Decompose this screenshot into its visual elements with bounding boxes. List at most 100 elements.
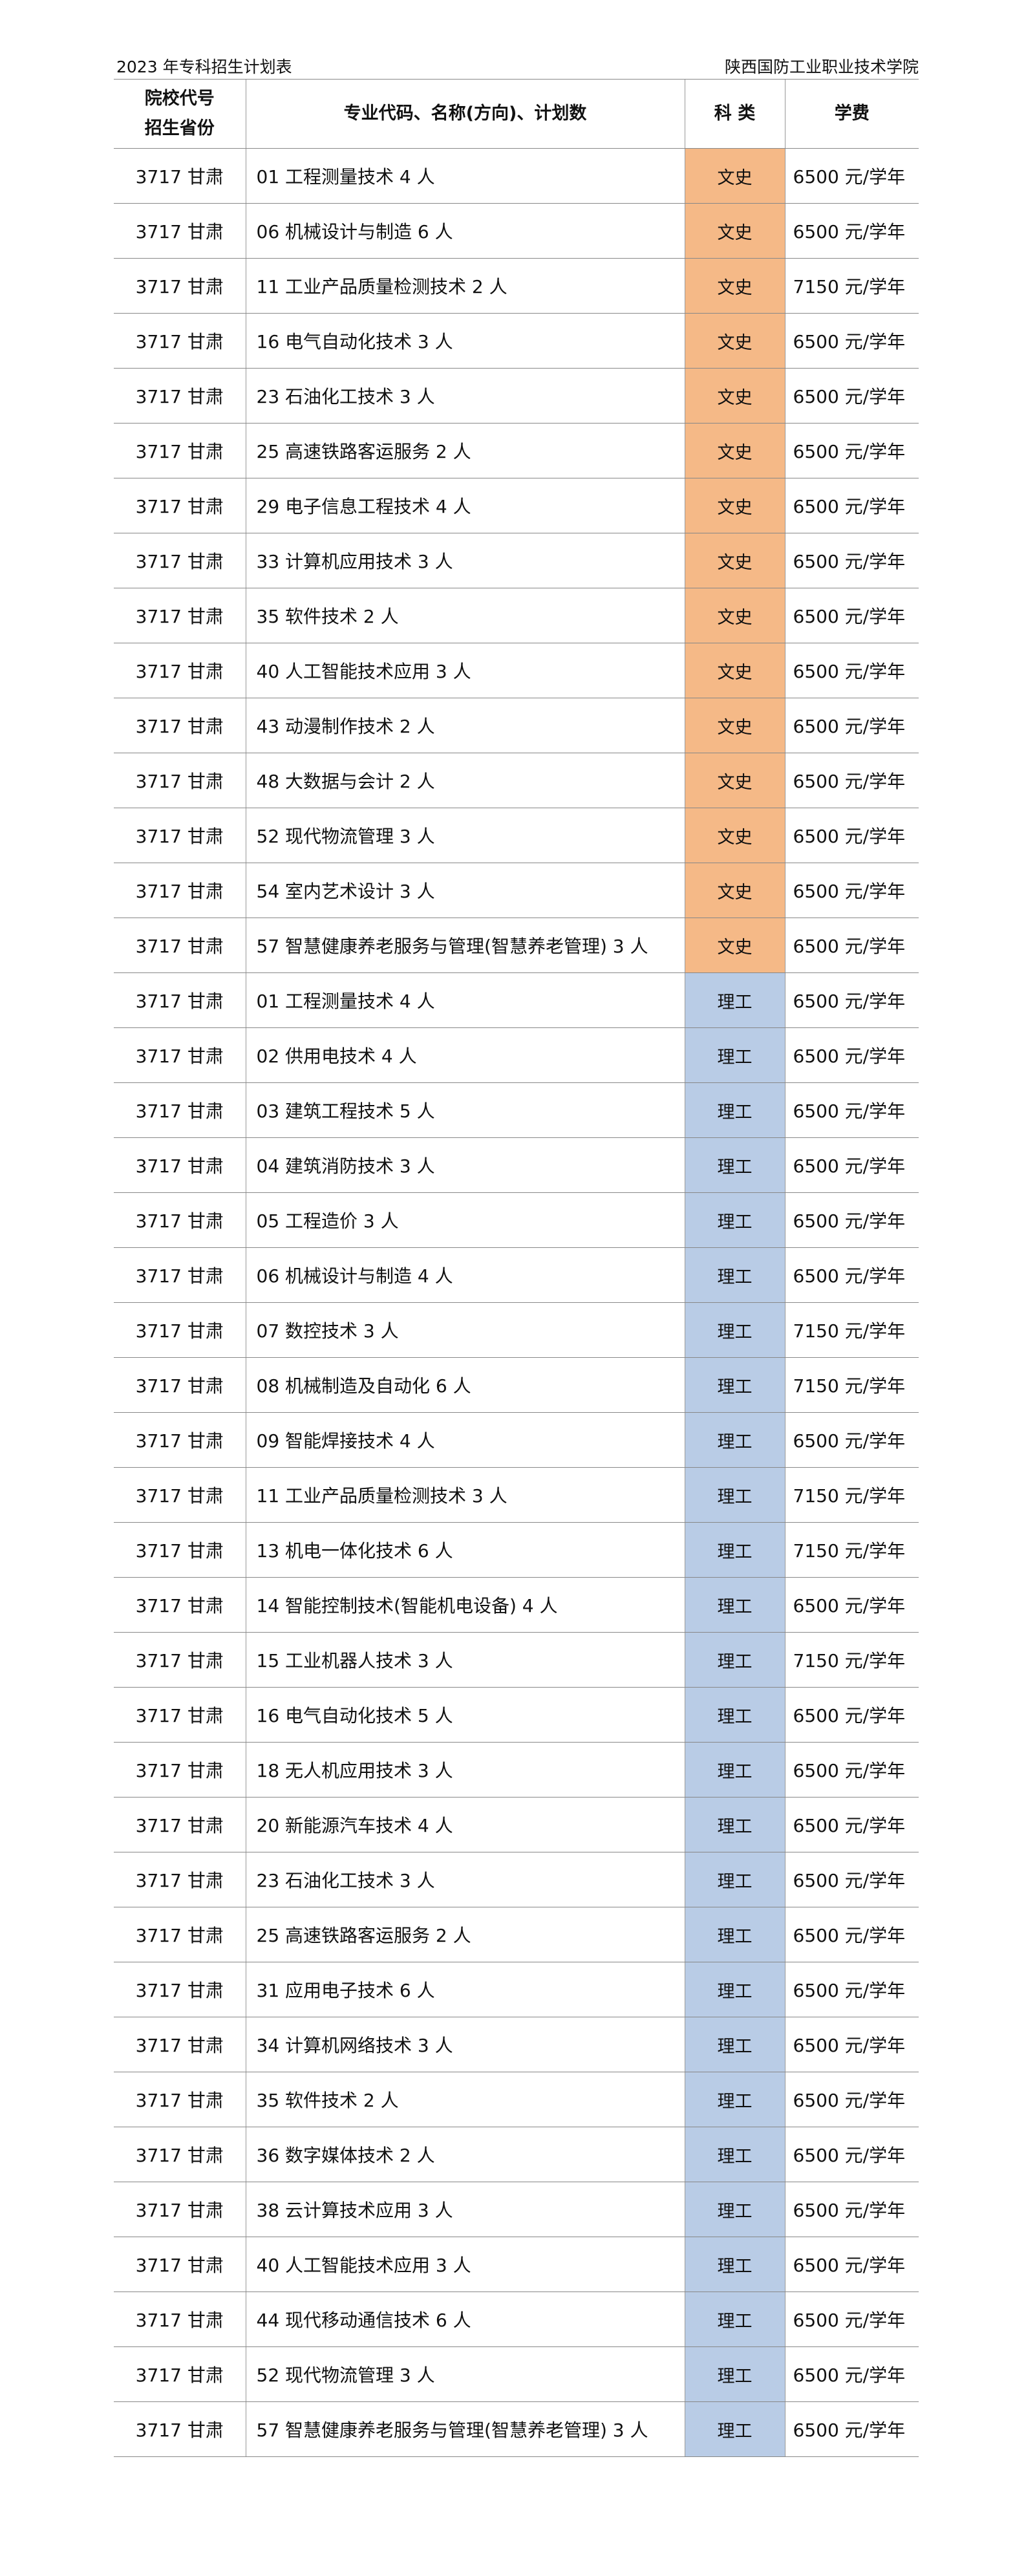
tuition: 7150 元/学年 [784,258,919,314]
tuition: 6500 元/学年 [784,368,919,424]
province-code: 3717 甘肃 [114,1687,246,1743]
province-code: 3717 甘肃 [114,972,246,1028]
table-row: 3717 甘肃 23 石油化工技术 3 人理工 6500 元/学年 [114,1852,919,1907]
category: 理工 [684,1742,785,1798]
major: 57 智慧健康养老服务与管理(智慧养老管理) 3 人 [245,918,685,973]
category: 文史 [684,808,785,863]
table-row: 3717 甘肃 11 工业产品质量检测技术 2 人文史 7150 元/学年 [114,258,919,314]
table-row: 3717 甘肃 11 工业产品质量检测技术 3 人理工 7150 元/学年 [114,1467,919,1523]
major: 08 机械制造及自动化 6 人 [245,1357,685,1413]
province-code: 3717 甘肃 [114,2072,246,2127]
category: 理工 [684,1302,785,1358]
tuition: 6500 元/学年 [784,2401,919,2457]
table-row: 3717 甘肃 34 计算机网络技术 3 人理工 6500 元/学年 [114,2017,919,2072]
major: 35 软件技术 2 人 [245,588,685,643]
tuition: 6500 元/学年 [784,1962,919,2017]
province-code: 3717 甘肃 [114,698,246,753]
tuition: 6500 元/学年 [784,698,919,753]
major: 06 机械设计与制造 6 人 [245,203,685,259]
province-code: 3717 甘肃 [114,1852,246,1907]
category: 理工 [684,1632,785,1688]
category: 文史 [684,478,785,533]
category: 文史 [684,148,785,204]
major: 14 智能控制技术(智能机电设备) 4 人 [245,1577,685,1633]
table-row: 3717 甘肃 20 新能源汽车技术 4 人理工 6500 元/学年 [114,1797,919,1852]
table-row: 3717 甘肃 43 动漫制作技术 2 人文史 6500 元/学年 [114,698,919,753]
page-header: 2023 年专科招生计划表 陕西国防工业职业技术学院 [116,54,919,78]
major: 44 现代移动通信技术 6 人 [245,2292,685,2347]
tuition: 6500 元/学年 [784,203,919,259]
category: 文史 [684,203,785,259]
tuition: 6500 元/学年 [784,478,919,533]
major: 13 机电一体化技术 6 人 [245,1522,685,1578]
major: 09 智能焊接技术 4 人 [245,1412,685,1468]
province-code: 3717 甘肃 [114,148,246,204]
category: 理工 [684,1467,785,1523]
major: 48 大数据与会计 2 人 [245,753,685,808]
tuition: 6500 元/学年 [784,1742,919,1798]
major: 01 工程测量技术 4 人 [245,148,685,204]
province-code: 3717 甘肃 [114,588,246,643]
category: 理工 [684,972,785,1028]
table-row: 3717 甘肃 38 云计算技术应用 3 人理工 6500 元/学年 [114,2182,919,2237]
tuition: 6500 元/学年 [784,1797,919,1852]
major: 40 人工智能技术应用 3 人 [245,2237,685,2292]
title: 2023 年专科招生计划表 [116,58,292,76]
tuition: 6500 元/学年 [784,2237,919,2292]
table-row: 3717 甘肃 52 现代物流管理 3 人理工 6500 元/学年 [114,2346,919,2402]
table-row: 3717 甘肃 05 工程造价 3 人理工 6500 元/学年 [114,1192,919,1248]
header-cell: 科 类 [684,79,785,149]
category: 理工 [684,1412,785,1468]
header-cell: 专业代码、名称(方向)、计划数 [245,79,685,149]
category: 理工 [684,1797,785,1852]
category: 理工 [684,2346,785,2402]
province-code: 3717 甘肃 [114,478,246,533]
major: 33 计算机应用技术 3 人 [245,533,685,588]
category: 文史 [684,533,785,588]
province-code: 3717 甘肃 [114,808,246,863]
header-line: 院校代号 [144,89,215,109]
table-row: 3717 甘肃 01 工程测量技术 4 人文史 6500 元/学年 [114,148,919,204]
major: 16 电气自动化技术 5 人 [245,1687,685,1743]
province-code: 3717 甘肃 [114,1247,246,1303]
plan-table: 院校代号 招生省份 专业代码、名称(方向)、计划数 科 类 学费 3717 甘肃… [114,79,919,2457]
province-code: 3717 甘肃 [114,423,246,478]
major: 01 工程测量技术 4 人 [245,972,685,1028]
table-row: 3717 甘肃 06 机械设计与制造 4 人理工 6500 元/学年 [114,1247,919,1303]
table-row: 3717 甘肃 29 电子信息工程技术 4 人文史 6500 元/学年 [114,478,919,533]
school-name: 陕西国防工业职业技术学院 [724,58,919,76]
table-row: 3717 甘肃 14 智能控制技术(智能机电设备) 4 人理工 6500 元/学年 [114,1577,919,1633]
category: 文史 [684,863,785,918]
province-code: 3717 甘肃 [114,2182,246,2237]
major: 43 动漫制作技术 2 人 [245,698,685,753]
province-code: 3717 甘肃 [114,863,246,918]
category: 理工 [684,1027,785,1083]
major: 35 软件技术 2 人 [245,2072,685,2127]
tuition: 7150 元/学年 [784,1632,919,1688]
category: 理工 [684,1962,785,2017]
table-row: 3717 甘肃 44 现代移动通信技术 6 人理工 6500 元/学年 [114,2292,919,2347]
province-code: 3717 甘肃 [114,1467,246,1523]
province-code: 3717 甘肃 [114,1027,246,1083]
tuition: 6500 元/学年 [784,1852,919,1907]
major: 06 机械设计与制造 4 人 [245,1247,685,1303]
category: 理工 [684,2182,785,2237]
tuition: 6500 元/学年 [784,2017,919,2072]
province-code: 3717 甘肃 [114,313,246,369]
category: 文史 [684,698,785,753]
table-row: 3717 甘肃 36 数字媒体技术 2 人理工 6500 元/学年 [114,2127,919,2182]
tuition: 6500 元/学年 [784,2072,919,2127]
province-code: 3717 甘肃 [114,2237,246,2292]
province-code: 3717 甘肃 [114,1522,246,1578]
major: 31 应用电子技术 6 人 [245,1962,685,2017]
major: 40 人工智能技术应用 3 人 [245,643,685,698]
table-row: 3717 甘肃 35 软件技术 2 人文史 6500 元/学年 [114,588,919,643]
table-row: 3717 甘肃 40 人工智能技术应用 3 人文史 6500 元/学年 [114,643,919,698]
tuition: 6500 元/学年 [784,1137,919,1193]
major: 15 工业机器人技术 3 人 [245,1632,685,1688]
table-row: 3717 甘肃 13 机电一体化技术 6 人理工 7150 元/学年 [114,1522,919,1578]
tuition: 7150 元/学年 [784,1467,919,1523]
category: 理工 [684,2292,785,2347]
table-row: 3717 甘肃 57 智慧健康养老服务与管理(智慧养老管理) 3 人文史 6500 … [114,918,919,973]
header-line: 招生省份 [144,118,215,138]
